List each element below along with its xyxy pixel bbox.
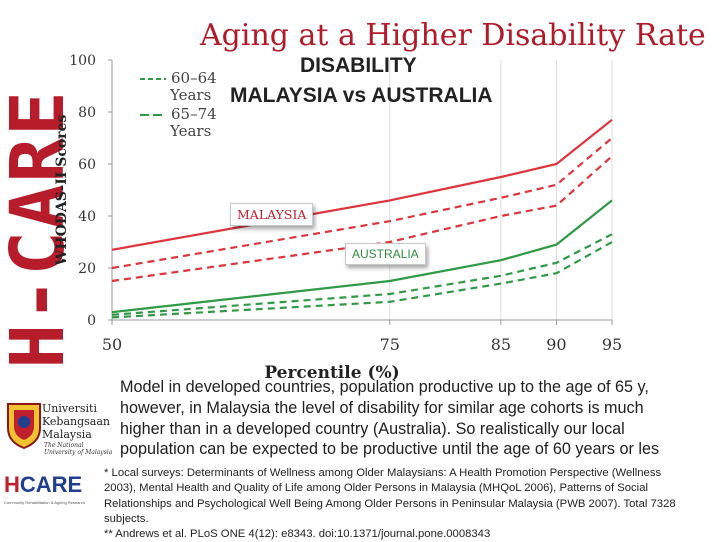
footnote-line: ** Andrews et al. PLoS ONE 4(12): e8343.… — [104, 528, 491, 541]
x-tick-label: 85 — [491, 335, 511, 354]
australia-callout: AUSTRALIA — [345, 243, 426, 265]
chart-tick-labels: 0 20 40 60 80 100 50 75 85 90 95 Percentile (%) WHOD… — [54, 53, 622, 383]
legend-label-line2: Years — [170, 122, 212, 140]
legend-dashed-swatch — [140, 77, 166, 80]
chart-title-line2: MALAYSIA vs AUSTRALIA — [230, 84, 493, 107]
footnote-line: subjects. — [104, 512, 149, 525]
slide-title: Aging at a Higher Disability Rate — [200, 18, 706, 53]
y-tick-label: 40 — [78, 209, 96, 225]
legend-label-line1: 65–74 — [171, 105, 217, 123]
ukm-name-line2: Kebangsaan — [42, 415, 111, 428]
ukm-subtitle: The National University of Malaysia — [44, 442, 113, 456]
body-line: however, in Malaysia the level of disabi… — [120, 398, 644, 417]
y-tick-label: 100 — [69, 53, 96, 69]
x-tick-label: 90 — [546, 335, 566, 354]
ukm-name-line1: Universiti — [42, 402, 97, 415]
hcare-wordmark: HCARE — [4, 472, 82, 498]
y-tick-label: 60 — [78, 157, 96, 173]
body-line: population can be expected to be product… — [120, 440, 660, 459]
body-line: Model in developed countries, population… — [120, 378, 649, 396]
chart-legend: 60–64 Years 65–74 Years — [140, 70, 217, 142]
hcare-wordmark-h: H — [4, 472, 20, 497]
body-line: higher than in a developed country (Aust… — [120, 419, 625, 438]
x-axis-label: Percentile (%) — [264, 363, 399, 383]
x-tick-label: 95 — [602, 335, 622, 354]
legend-solid-swatch — [140, 113, 166, 116]
chart-series — [111, 118, 613, 319]
legend-item-65-74: 65–74 Years — [140, 106, 217, 140]
body-paragraph: Model in developed countries, population… — [120, 377, 720, 460]
disability-line-chart: 0 20 40 60 80 100 50 75 85 90 95 Percentile (%) WHOD… — [54, 53, 622, 383]
footnote-line: 2003), Mental Health and Quality of Life… — [104, 482, 648, 495]
series-line-australia — [111, 199, 613, 314]
ukm-logo: Universiti Kebangsaan Malaysia The Natio… — [4, 400, 114, 460]
ukm-name: Universiti Kebangsaan Malaysia — [42, 402, 110, 441]
legend-label-line1: 60–64 — [171, 69, 217, 87]
x-tick-label: 75 — [380, 335, 400, 354]
y-tick-label: 20 — [78, 261, 96, 277]
footnote: * Local surveys: Determinants of Wellnes… — [104, 466, 720, 542]
y-axis-label: WHODAS-II Scores — [54, 115, 70, 267]
y-tick-label: 80 — [78, 105, 96, 121]
hcare-tagline: Community Rehabilitation & Ageing Resear… — [4, 500, 85, 505]
hcare-logo: HCARE Community Rehabilitation & Ageing … — [4, 470, 119, 510]
ukm-crest-icon — [7, 403, 41, 450]
malaysia-callout: MALAYSIA — [230, 203, 314, 226]
ukm-name-line3: Malaysia — [42, 428, 92, 441]
legend-label-line2: Years — [170, 86, 212, 104]
chart-title-line1: DISABILITY — [300, 54, 417, 77]
y-tick-label: 0 — [87, 313, 96, 329]
series-line-australia — [111, 241, 613, 319]
hcare-wordmark-rest: CARE — [19, 472, 83, 497]
footnote-line: Relationships and Psychological Well Bei… — [104, 497, 676, 510]
x-tick-label: 50 — [102, 335, 122, 354]
legend-item-60-64: 60–64 Years — [140, 70, 217, 104]
footnote-line: * Local surveys: Determinants of Wellnes… — [104, 467, 662, 479]
chart-axes — [108, 59, 613, 325]
series-line-australia — [111, 233, 613, 316]
